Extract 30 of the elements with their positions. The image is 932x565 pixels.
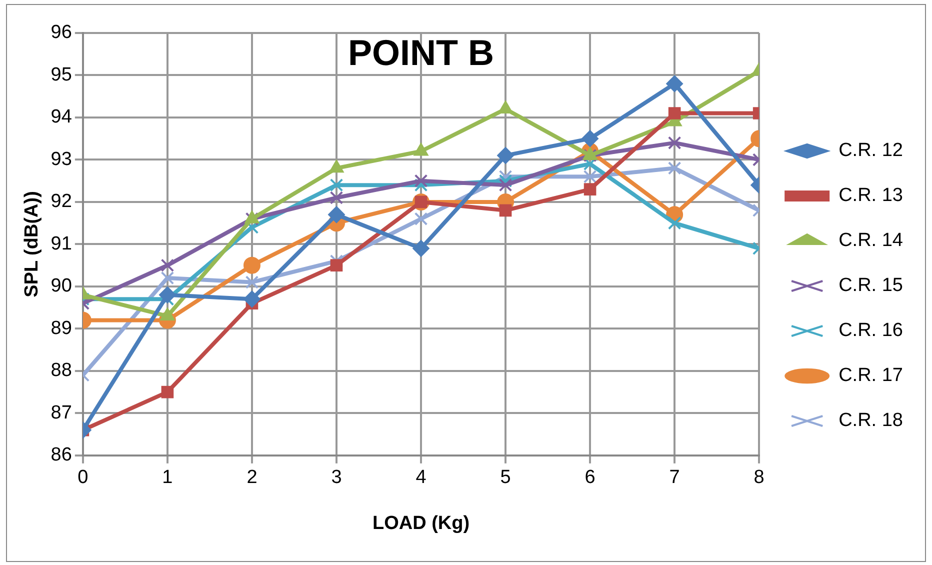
chart-title: POINT B bbox=[348, 32, 494, 73]
x-tick-label: 6 bbox=[584, 467, 596, 488]
x-tick-label: 2 bbox=[246, 467, 258, 488]
legend-label: C.R. 16 bbox=[838, 320, 904, 342]
x-tick-label: 8 bbox=[754, 467, 764, 488]
legend-label: C.R. 13 bbox=[838, 185, 904, 206]
x-axis-title: LOAD (Kg) bbox=[372, 512, 470, 534]
y-tick-label: 92 bbox=[50, 191, 72, 212]
y-tick-label: 90 bbox=[50, 276, 72, 297]
x-tick-label: 3 bbox=[331, 467, 342, 488]
y-axis-title: SPL (dB(A)) bbox=[22, 191, 43, 298]
y-tick-label: 91 bbox=[50, 233, 72, 254]
legend-label: C.R. 18 bbox=[838, 410, 904, 432]
y-tick-label: 88 bbox=[50, 360, 72, 382]
x-tick-label: 0 bbox=[78, 467, 88, 488]
y-tick-label: 94 bbox=[50, 106, 72, 128]
legend-label: C.R. 12 bbox=[838, 140, 904, 162]
y-tick-label: 86 bbox=[50, 444, 72, 466]
y-tick-label: 87 bbox=[50, 402, 72, 424]
x-tick-label: 1 bbox=[162, 467, 173, 488]
x-tick-label: 7 bbox=[669, 467, 680, 488]
y-tick-label: 89 bbox=[50, 318, 72, 339]
y-tick-label: 93 bbox=[50, 148, 72, 170]
legend-label: C.R. 17 bbox=[838, 365, 904, 386]
legend-label: C.R. 15 bbox=[838, 275, 904, 296]
y-tick-label: 96 bbox=[50, 22, 72, 44]
x-tick-label: 4 bbox=[416, 467, 427, 488]
x-tick-label: 5 bbox=[500, 467, 511, 488]
legend-label: C.R. 14 bbox=[838, 230, 904, 252]
y-tick-label: 95 bbox=[50, 64, 72, 86]
